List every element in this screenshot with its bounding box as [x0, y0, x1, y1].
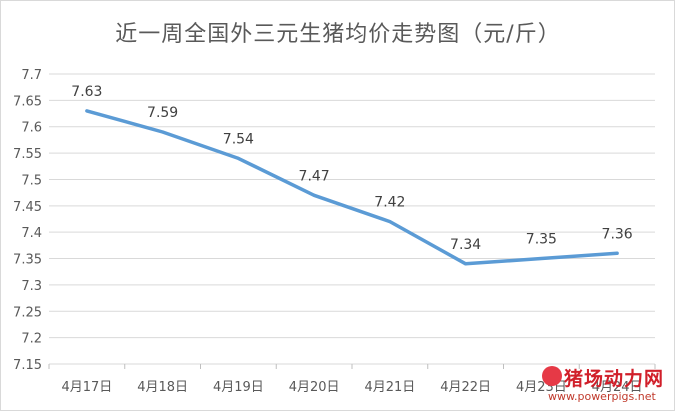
- watermark: 猪场动力网 www.powerpigs.net: [538, 362, 674, 408]
- data-point: [615, 251, 619, 255]
- data-point: [539, 257, 543, 261]
- data-label: 7.36: [602, 226, 633, 242]
- data-label: 7.47: [299, 168, 330, 184]
- price-line: [85, 109, 619, 266]
- data-point: [161, 130, 165, 134]
- data-label: 7.34: [450, 237, 481, 253]
- data-label: 7.63: [71, 84, 102, 100]
- pig-logo-icon: [542, 366, 562, 386]
- watermark-name: 猪场动力网: [564, 368, 665, 390]
- x-tick-label: 4月19日: [213, 380, 264, 395]
- y-tick-label: 7.5: [21, 173, 42, 188]
- x-tick-label: 4月21日: [364, 380, 415, 395]
- x-tick-label: 4月24日: [592, 380, 643, 395]
- y-tick-label: 7.2: [21, 332, 42, 347]
- y-tick-label: 7.7: [21, 68, 42, 83]
- chart-title: 近一周全国外三元生猪均价走势图（元/斤）: [115, 22, 561, 47]
- watermark-url: www.powerpigs.net: [548, 390, 656, 403]
- data-point: [85, 109, 89, 113]
- y-tick-label: 7.45: [13, 200, 42, 215]
- y-tick-label: 7.4: [21, 226, 42, 241]
- y-tick-label: 7.6: [21, 121, 42, 136]
- y-tick-label: 7.3: [21, 279, 42, 294]
- x-tick-label: 4月17日: [61, 380, 112, 395]
- data-point: [312, 193, 316, 197]
- data-label: 7.42: [374, 195, 405, 211]
- y-tick-label: 7.65: [13, 94, 42, 109]
- y-tick-label: 7.35: [13, 253, 42, 268]
- data-point: [388, 220, 392, 224]
- data-label: 7.54: [223, 131, 254, 147]
- data-point: [236, 156, 240, 160]
- y-tick-label: 7.55: [13, 147, 42, 162]
- data-label: 7.59: [147, 105, 178, 121]
- data-point: [464, 262, 468, 266]
- x-tick-label: 4月20日: [289, 380, 340, 395]
- y-tick-label: 7.25: [13, 305, 42, 320]
- x-tick-label: 4月22日: [440, 380, 491, 395]
- x-tick-label: 4月18日: [137, 380, 188, 395]
- y-tick-label: 7.15: [13, 358, 42, 373]
- data-label: 7.35: [526, 232, 557, 248]
